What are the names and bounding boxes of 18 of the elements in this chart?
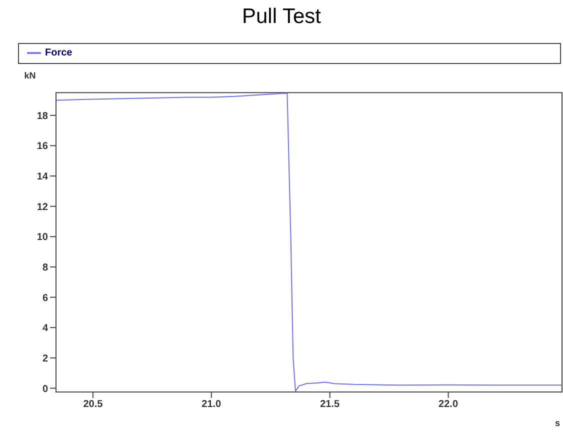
y-tick-label: 2 <box>42 353 48 364</box>
y-tick-label: 18 <box>36 110 48 122</box>
legend-label: Force <box>45 48 72 59</box>
x-tick-label: 22.0 <box>438 399 458 410</box>
x-tick-label: 21.0 <box>202 399 222 410</box>
y-tick-label: 6 <box>42 292 48 304</box>
chart-title: Pull Test <box>241 4 322 30</box>
y-tick-label: 10 <box>36 232 48 244</box>
y-tick-label: 4 <box>42 323 48 334</box>
y-tick-label: 8 <box>42 262 48 274</box>
y-tick-label: 16 <box>36 141 48 152</box>
x-tick-label: 21.5 <box>320 399 340 410</box>
y-tick-label: 0 <box>42 384 48 395</box>
y-tick-label: 14 <box>36 172 48 183</box>
y-axis-title: kN <box>24 70 36 81</box>
x-tick-label: 20.5 <box>83 399 104 410</box>
y-tick-label: 12 <box>36 202 48 213</box>
x-axis-title: s <box>554 418 560 428</box>
